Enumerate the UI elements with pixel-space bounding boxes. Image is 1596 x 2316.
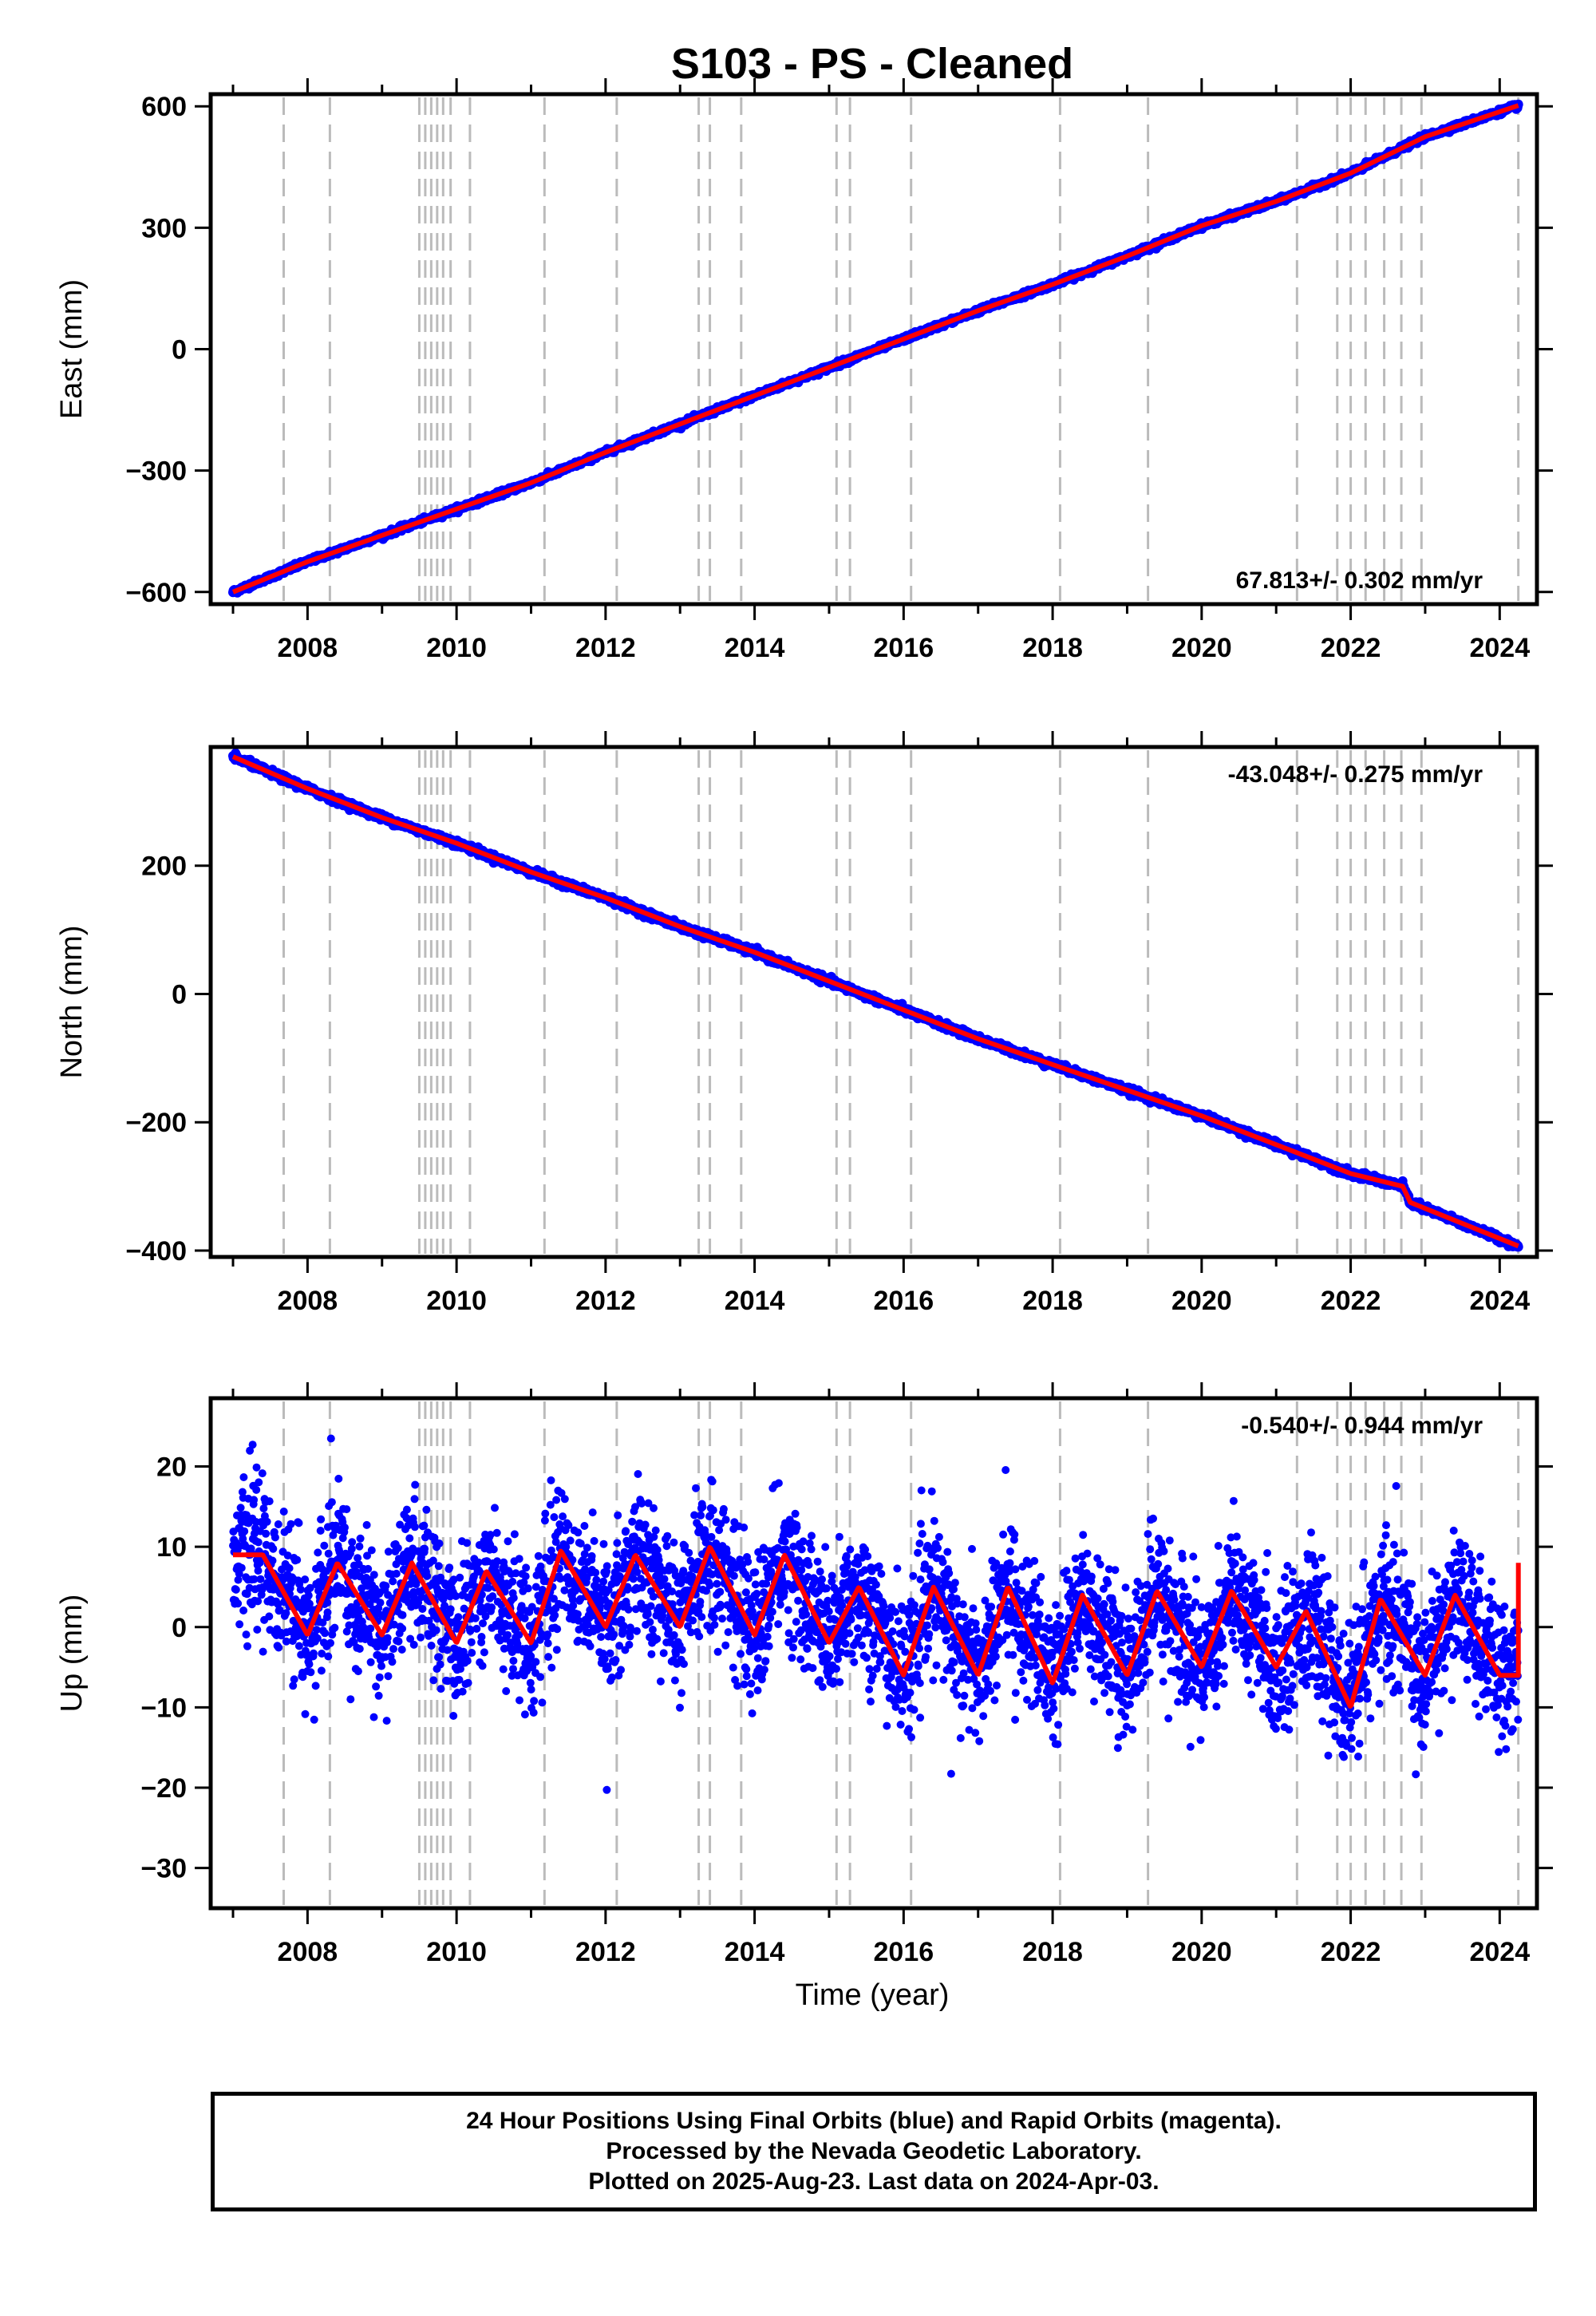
x-tick-label: 2016 [874,633,934,663]
x-tick-label: 2022 [1321,633,1381,663]
y-tick-label: 600 [141,92,187,122]
y-tick-label: −600 [125,578,187,608]
x-tick-label: 2024 [1469,633,1530,663]
x-tick-label: 2018 [1022,633,1083,663]
chart-title: S103 - PS - Cleaned [671,40,1073,88]
east-panel: 2008 2010 2012 2014 2016 2018 2020 2022 2024 −600… [55,78,1553,663]
x-axis-label: Time (year) [796,1978,950,2012]
y-tick-label: 0 [172,335,187,366]
x-tick-label: 2020 [1171,633,1232,663]
east-y-axis-label: East (mm) [55,279,89,419]
east-rate-label: 67.813+/- 0.302 mm/yr [1236,567,1483,594]
north-panel: 2008 2010 2012 2014 2016 2018 2020 2022 2024−400… [55,731,1553,1316]
x-tick-label: 2012 [575,633,636,663]
y-tick-label: 300 [141,213,187,243]
x-tick-label: 2008 [278,633,338,663]
y-tick-label: −300 [125,456,187,487]
x-tick-label: 2010 [426,633,487,663]
x-tick-label: 2014 [725,633,785,663]
